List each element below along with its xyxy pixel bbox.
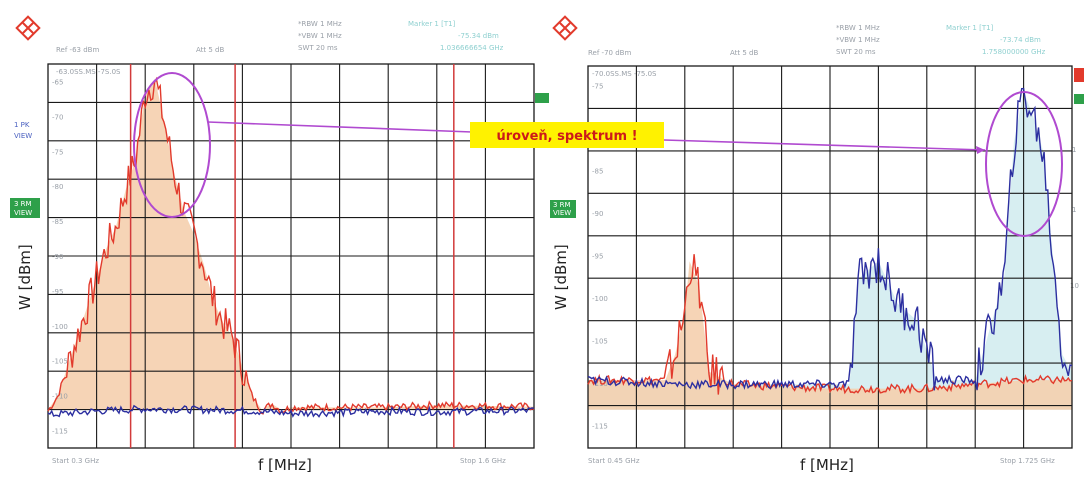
y-tick-label: -70 bbox=[52, 113, 63, 121]
signal-fill bbox=[48, 78, 534, 410]
y-tick-label: -85 bbox=[592, 168, 603, 176]
marker-frequency: 1.758000000 GHz bbox=[982, 48, 1046, 56]
trace-1-label: 1 PK bbox=[14, 121, 30, 129]
left-plot-area: -65 -70 -75 -80 -85 -90 -95 -100 -105 -110 -115 bbox=[47, 63, 535, 449]
display-line-readout: -70.0SS.MS -75.0S bbox=[592, 70, 657, 78]
y-tick-label: -95 bbox=[592, 253, 603, 261]
display-line-readout: -63.0SS.MS -7S.0S bbox=[56, 68, 121, 76]
trace-1-view: VIEW bbox=[14, 132, 32, 140]
y-tick-label: -115 bbox=[592, 422, 608, 430]
trace-3-badge bbox=[10, 198, 40, 218]
ref-level: Ref -70 dBm bbox=[588, 49, 631, 57]
y-tick-label: -105 bbox=[592, 337, 608, 345]
rbw-label: *RBW 1 MHz bbox=[298, 20, 342, 28]
y-tick-label: -65 bbox=[52, 79, 63, 87]
trace-3-view: VIEW bbox=[14, 209, 32, 217]
y-tick-label: -90 bbox=[592, 210, 603, 218]
attenuation: Att 5 dB bbox=[730, 49, 759, 57]
stop-frequency: Stop 1.6 GHz bbox=[460, 457, 506, 465]
blue-trace bbox=[47, 404, 535, 419]
rohde-schwarz-logo bbox=[552, 15, 578, 41]
callout-text: úroveň, spektrum ! bbox=[497, 129, 638, 144]
y-axis-label: W [dBm] bbox=[552, 244, 570, 310]
y-tick-label: -95 bbox=[52, 288, 63, 296]
right-spectrum-panel: Ref -70 dBm Att 5 dB *RBW 1 MHz *VBW 1 M… bbox=[550, 15, 1084, 474]
marker-label: Marker 1 [T1] bbox=[408, 20, 456, 28]
y-tick-label: -110 bbox=[52, 393, 68, 401]
y-tick-label: -75 bbox=[52, 148, 63, 156]
callout-box bbox=[470, 122, 664, 148]
marker-frequency: 1.036666654 GHz bbox=[440, 44, 504, 52]
y-tick-label: -100 bbox=[592, 295, 608, 303]
y-tick-label: -90 bbox=[52, 253, 63, 261]
right-edge-label: 10 bbox=[1070, 282, 1079, 290]
right-edge-green-badge bbox=[1074, 94, 1084, 104]
vbw-label: *VBW 1 MHz bbox=[836, 36, 880, 44]
y-tick-label: -100 bbox=[52, 323, 68, 331]
trace-3-badge bbox=[550, 200, 576, 218]
left-spectrum-panel: Ref -63 dBm Att 5 dB *RBW 1 MHz *VBW 1 M… bbox=[10, 15, 549, 474]
left-highlight-ellipse bbox=[133, 72, 211, 218]
ref-level: Ref -63 dBm bbox=[56, 46, 99, 54]
attenuation: Att 5 dB bbox=[196, 46, 225, 54]
marker-level: -75.34 dBm bbox=[458, 32, 499, 40]
sweep-time: SWT 20 ms bbox=[298, 44, 338, 52]
y-tick-label: -115 bbox=[52, 428, 68, 436]
y-tick-label: -110 bbox=[592, 380, 608, 388]
y-tick-label: -80 bbox=[52, 183, 63, 191]
trace-3-label: 3 RM bbox=[14, 200, 32, 208]
right-edge-label: 1 bbox=[1072, 206, 1076, 214]
marker-level: -73.74 dBm bbox=[1000, 36, 1041, 44]
right-edge-red-badge bbox=[1074, 68, 1084, 82]
right-edge-badge bbox=[535, 93, 549, 103]
rbw-label: *RBW 1 MHz bbox=[836, 24, 880, 32]
right-pointer-line bbox=[663, 139, 986, 151]
x-axis-label: f [MHz] bbox=[258, 456, 312, 474]
start-frequency: Start 0.45 GHz bbox=[588, 457, 640, 465]
sweep-time: SWT 20 ms bbox=[836, 48, 876, 56]
rohde-schwarz-logo bbox=[15, 15, 41, 41]
arrow-head bbox=[976, 146, 985, 154]
start-frequency: Start 0.3 GHz bbox=[52, 457, 99, 465]
y-tick-label: -105 bbox=[52, 358, 68, 366]
annotation-layer: úroveň, spektrum ! bbox=[133, 72, 1063, 237]
x-axis-label: f [MHz] bbox=[800, 456, 854, 474]
right-edge-label: 1 bbox=[1072, 146, 1076, 154]
blue-trace bbox=[587, 87, 1073, 391]
marker-label: Marker 1 [T1] bbox=[946, 24, 994, 32]
red-trace bbox=[587, 254, 1073, 395]
vbw-label: *VBW 1 MHz bbox=[298, 32, 342, 40]
y-tick-label: -85 bbox=[52, 218, 63, 226]
right-highlight-ellipse bbox=[985, 91, 1063, 237]
left-pointer-line bbox=[207, 121, 473, 133]
y-tick-label: -75 bbox=[592, 83, 603, 91]
trace-3-label: 3 RM bbox=[553, 201, 571, 209]
y-axis-label: W [dBm] bbox=[16, 244, 34, 310]
stop-frequency: Stop 1.725 GHz bbox=[1000, 457, 1055, 465]
trace-3-view: VIEW bbox=[553, 209, 571, 217]
